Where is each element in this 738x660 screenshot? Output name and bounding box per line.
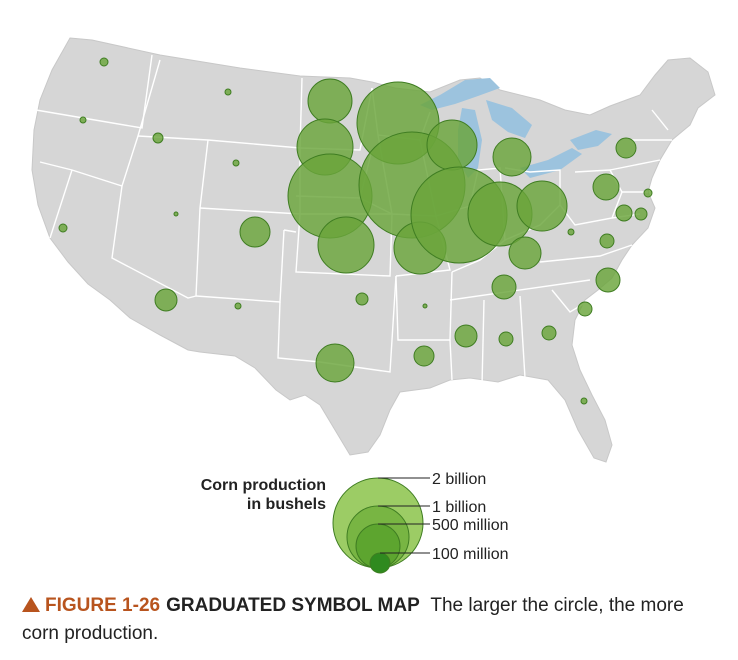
corn-symbol-idaho — [152, 132, 164, 144]
corn-symbol-colorado — [239, 216, 271, 248]
corn-symbol-south-carolina — [577, 301, 593, 317]
figure-heading: GRADUATED SYMBOL MAP — [166, 595, 420, 616]
corn-symbol-mississippi — [454, 324, 478, 348]
corn-symbol-tennessee — [491, 274, 517, 300]
corn-symbol-montana — [224, 88, 232, 96]
legend-title-line2: in bushels — [246, 496, 326, 513]
corn-symbol-florida — [580, 397, 588, 405]
corn-symbol-new-york — [615, 137, 637, 159]
corn-symbol-new-jersey — [643, 188, 653, 198]
corn-symbol-pennsylvania — [592, 173, 620, 201]
corn-symbol-kentucky — [508, 236, 542, 270]
corn-symbol-wisconsin — [426, 119, 478, 171]
legend-symbols — [332, 477, 424, 574]
legend-label-1-billion: 1 billion — [432, 499, 486, 516]
legend-label-2-billion: 2 billion — [432, 471, 486, 488]
corn-symbol-north-dakota — [307, 78, 353, 124]
figure-caption: FIGURE 1-26 GRADUATED SYMBOL MAP The larg… — [22, 592, 722, 648]
corn-symbol-north-carolina — [595, 267, 621, 293]
triangle-icon — [22, 597, 40, 612]
legend-title-line1: Corn production — [200, 477, 326, 494]
corn-symbol-arkansas — [422, 303, 428, 309]
corn-symbol-maryland — [615, 204, 633, 222]
corn-symbol-georgia — [541, 325, 557, 341]
corn-symbol-kansas — [317, 216, 375, 274]
corn-symbol-wyoming — [232, 159, 240, 167]
corn-symbol-west-virginia — [567, 228, 575, 236]
corn-production-symbols — [58, 57, 653, 405]
legend-circle-100-million — [369, 552, 391, 574]
legend-title: Corn production in bushels — [150, 476, 326, 514]
corn-symbol-alabama — [498, 331, 514, 347]
legend-leader-lines — [378, 477, 430, 554]
corn-symbol-oklahoma — [355, 292, 369, 306]
figure-caption-text: The larger the circle, the more corn pro… — [22, 595, 684, 644]
legend-label-500-million: 500 million — [432, 517, 508, 534]
corn-symbol-delaware — [634, 207, 648, 221]
figure-number: FIGURE 1-26 — [45, 595, 161, 616]
corn-symbol-texas — [315, 343, 355, 383]
legend-labels: 2 billion 1 billion 500 million 100 mill… — [432, 471, 508, 563]
corn-symbol-oregon — [79, 116, 87, 124]
corn-symbol-ohio — [516, 180, 568, 232]
corn-symbol-louisiana — [413, 345, 435, 367]
corn-symbol-new-mexico — [234, 302, 242, 310]
us-map: 2 billion 1 billion 500 million 100 mill… — [31, 37, 716, 574]
corn-symbol-california — [58, 223, 68, 233]
corn-symbol-utah — [173, 211, 179, 217]
corn-symbol-virginia — [599, 233, 615, 249]
corn-symbol-washington — [99, 57, 109, 67]
corn-symbol-michigan — [492, 137, 532, 177]
corn-symbol-arizona — [154, 288, 178, 312]
legend-label-100-million: 100 million — [432, 546, 508, 563]
